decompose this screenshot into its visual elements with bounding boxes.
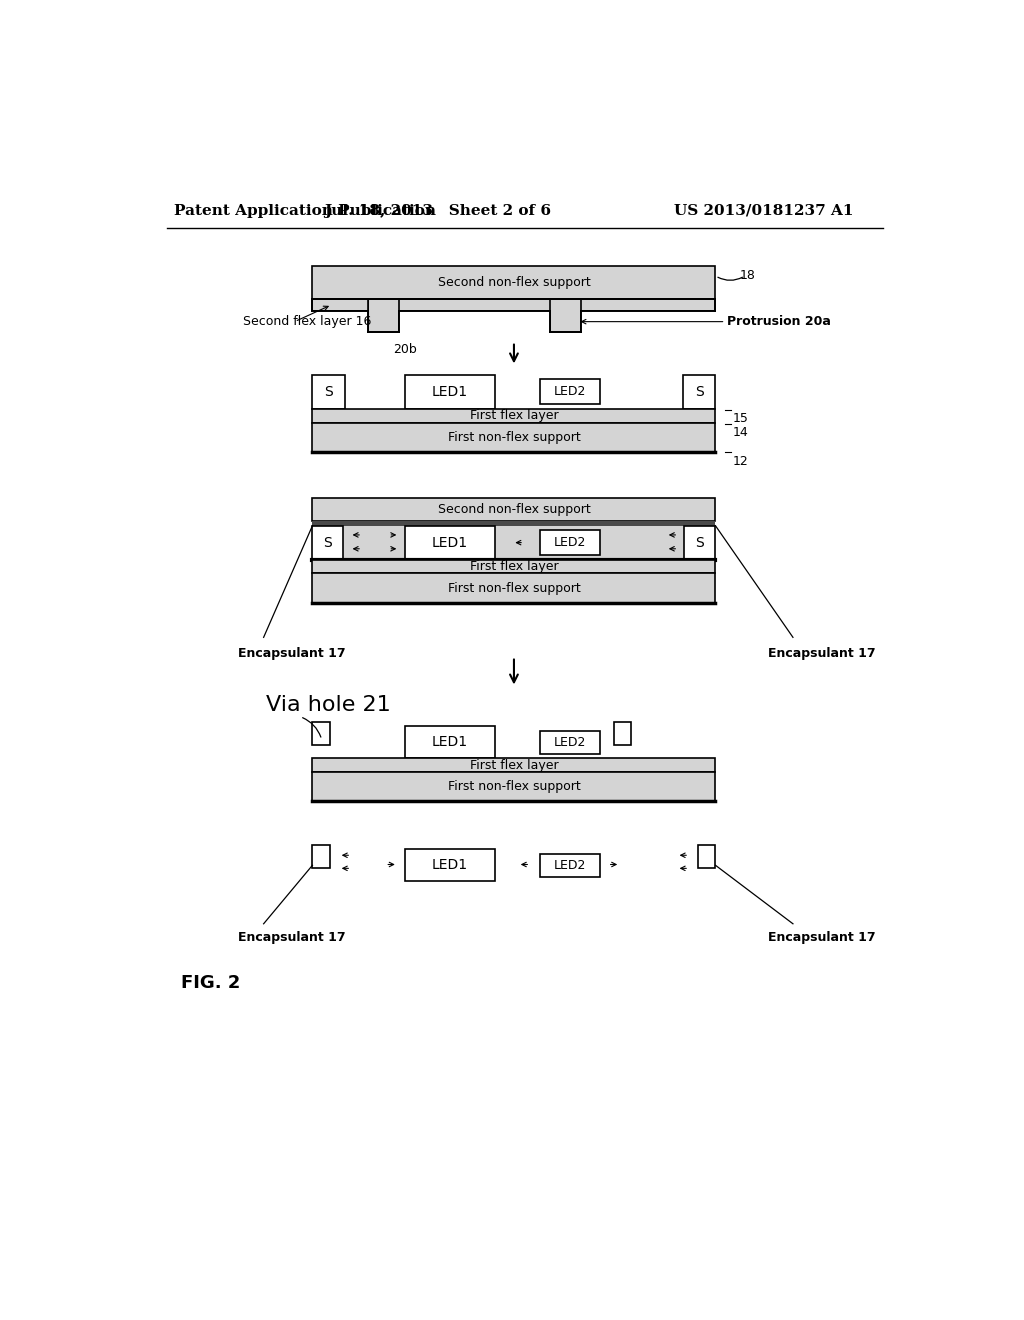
Bar (698, 845, 716, 869)
Bar (683, 375, 716, 409)
Bar (369, 298, 399, 333)
Text: 18: 18 (740, 269, 756, 282)
Bar (369, 298, 399, 333)
Bar (312, 267, 716, 298)
Bar (550, 298, 582, 333)
Bar (540, 730, 600, 754)
Bar (312, 722, 330, 744)
Text: LED1: LED1 (432, 384, 468, 399)
Bar (406, 849, 495, 882)
Bar (550, 298, 582, 333)
Text: FIG. 2: FIG. 2 (180, 974, 240, 991)
Bar (540, 854, 600, 876)
Bar (312, 521, 716, 525)
Text: Second flex layer 16: Second flex layer 16 (243, 315, 371, 329)
Text: First non-flex support: First non-flex support (447, 430, 581, 444)
Text: LED1: LED1 (432, 536, 468, 549)
Text: Encapsulant 17: Encapsulant 17 (238, 932, 346, 945)
Bar (684, 525, 716, 560)
Text: S: S (695, 384, 703, 399)
Text: First flex layer: First flex layer (470, 759, 558, 772)
Text: 20b: 20b (393, 343, 417, 356)
Text: Patent Application Publication: Patent Application Publication (174, 203, 436, 218)
Text: First non-flex support: First non-flex support (447, 780, 581, 793)
Text: 15: 15 (732, 412, 749, 425)
Text: Via hole 21: Via hole 21 (266, 696, 391, 715)
Bar (312, 845, 330, 869)
Bar (582, 312, 716, 333)
Text: First flex layer: First flex layer (470, 560, 558, 573)
Text: LED1: LED1 (432, 735, 468, 748)
Bar (312, 525, 716, 560)
Text: First flex layer: First flex layer (470, 409, 558, 422)
Text: S: S (324, 536, 333, 549)
Bar (312, 422, 716, 451)
Bar (406, 525, 495, 560)
Bar (614, 722, 631, 744)
Text: Encapsulant 17: Encapsulant 17 (768, 932, 876, 945)
Bar (312, 772, 716, 801)
Text: LED1: LED1 (432, 858, 468, 873)
Bar (312, 525, 343, 560)
Text: US 2013/0181237 A1: US 2013/0181237 A1 (674, 203, 853, 218)
Text: S: S (695, 536, 705, 549)
Bar (312, 375, 345, 409)
Text: LED2: LED2 (554, 859, 586, 871)
Text: First non-flex support: First non-flex support (447, 582, 581, 594)
Text: LED2: LED2 (554, 735, 586, 748)
Bar (312, 498, 716, 521)
Bar (312, 298, 716, 312)
Bar (540, 379, 600, 404)
Bar (312, 298, 369, 312)
Text: 12: 12 (732, 455, 749, 467)
Bar (540, 531, 600, 554)
Text: Second non-flex support: Second non-flex support (437, 503, 590, 516)
Text: Protrusion 20a: Protrusion 20a (727, 315, 830, 329)
Bar (312, 573, 716, 603)
Text: LED2: LED2 (554, 385, 586, 399)
Text: S: S (325, 384, 333, 399)
Text: Encapsulant 17: Encapsulant 17 (768, 647, 876, 660)
Bar (312, 758, 716, 772)
Bar (312, 298, 716, 312)
Bar (406, 726, 495, 758)
Bar (312, 560, 716, 573)
Bar (312, 312, 369, 333)
Text: Jul. 18, 2013   Sheet 2 of 6: Jul. 18, 2013 Sheet 2 of 6 (325, 203, 552, 218)
Text: Second non-flex support: Second non-flex support (437, 276, 590, 289)
Text: Encapsulant 17: Encapsulant 17 (238, 647, 346, 660)
Bar (406, 375, 495, 409)
Bar (312, 409, 716, 422)
Text: 14: 14 (732, 426, 749, 440)
Text: LED2: LED2 (554, 536, 586, 549)
Bar (399, 312, 550, 333)
